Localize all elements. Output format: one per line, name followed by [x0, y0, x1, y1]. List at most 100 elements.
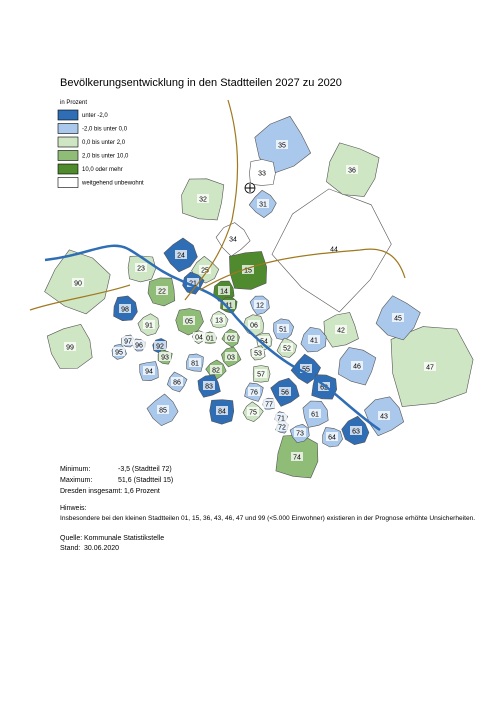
- district-label: 23: [137, 266, 145, 273]
- district-label: 63: [352, 429, 360, 436]
- district-label-box: [263, 399, 275, 408]
- district-label-box: [187, 278, 199, 287]
- district-label: 06: [250, 323, 258, 330]
- district-label-box: [309, 409, 321, 418]
- district-label-box: [193, 332, 205, 341]
- district-label: 47: [426, 365, 434, 372]
- district-label: 52: [283, 346, 291, 353]
- legend: unter -2,0 -2,0 bis unter 0,0 0,0 bis unte…: [57, 109, 144, 188]
- district-label: 25: [201, 268, 209, 275]
- district-label-box: [135, 263, 147, 272]
- district-label: 56: [281, 390, 289, 397]
- district-label-box: [279, 387, 291, 396]
- district-label-box: [171, 377, 183, 386]
- district-label-box: [256, 168, 268, 177]
- district-label: 96: [135, 343, 143, 350]
- district-label: 72: [278, 425, 286, 432]
- district-label-box: [392, 313, 404, 322]
- unit: in Prozent: [60, 100, 87, 106]
- district-label-box: [216, 406, 228, 415]
- district-label: 11: [225, 303, 232, 310]
- district-label: 90: [74, 281, 82, 288]
- district-label: 84: [218, 409, 226, 416]
- district-label-box: [122, 336, 134, 345]
- legend-swatch: [57, 177, 79, 188]
- district-label-box: [276, 140, 288, 149]
- legend-swatch: [57, 109, 79, 121]
- legend-label: -2,0 bis unter 0,0: [82, 127, 128, 133]
- texts: Minimum: -3,5 (Stadtteil 72) Maximum: 51…: [60, 466, 475, 552]
- district-label-box: [199, 265, 211, 274]
- district-label-box: [255, 369, 267, 378]
- district-label: 32: [199, 197, 207, 204]
- district-label-box: [227, 234, 239, 243]
- district-label: 62: [320, 385, 328, 392]
- district-label-box: [308, 335, 320, 344]
- district-label: 12: [256, 303, 264, 310]
- district-label-box: [157, 405, 169, 414]
- district-label: 55: [302, 367, 310, 374]
- date-label: Stand:: [60, 545, 80, 552]
- district-label: 92: [156, 344, 164, 351]
- district-label: 98: [121, 307, 129, 314]
- district-label: 64: [328, 435, 336, 442]
- source-label: Quelle:: [60, 535, 82, 542]
- district-label-box: [113, 347, 125, 356]
- district-label-box: [281, 343, 293, 352]
- airport-icon: [244, 182, 256, 194]
- district-label-box: [258, 336, 270, 345]
- district-label: 44: [330, 247, 338, 254]
- district-label-box: [64, 342, 76, 351]
- stat-label: Maximum:: [60, 477, 92, 484]
- district-label-box: [291, 452, 303, 461]
- district-label: 14: [220, 289, 228, 296]
- district-label: 93: [161, 355, 169, 362]
- district-label-box: [189, 358, 201, 367]
- district-label: 91: [145, 323, 153, 330]
- district-label: 03: [227, 355, 235, 362]
- district-label: 95: [115, 350, 123, 357]
- district-label-box: [159, 352, 171, 361]
- district-label-box: [294, 428, 306, 437]
- district-label: 13: [215, 318, 223, 325]
- district-label: 81: [191, 361, 199, 368]
- date-value: 30.06.2020: [84, 545, 119, 552]
- district-label-box: [213, 315, 225, 324]
- district-label: 51: [279, 327, 287, 334]
- district-label-box: [346, 165, 358, 174]
- district-label-box: [328, 244, 340, 253]
- district-label-box: [326, 432, 338, 441]
- district-label: 77: [265, 402, 273, 409]
- district-label: 94: [145, 369, 153, 376]
- district-label: 99: [66, 345, 74, 352]
- district-label-box: [119, 304, 131, 313]
- legend-swatch: [57, 136, 79, 148]
- district-label: 45: [394, 316, 402, 323]
- district-label-box: [248, 387, 260, 396]
- stat-label: Dresden insgesamt:: [60, 488, 122, 495]
- legend-label: weitgehend unbewohnt: [81, 181, 144, 187]
- district-label-box: [154, 341, 166, 350]
- district-label-box: [276, 422, 288, 431]
- district-label-box: [247, 407, 259, 416]
- district-label-box: [218, 286, 230, 295]
- legend-label: 0,0 bis unter 2,0: [82, 140, 126, 146]
- district-label: 04: [195, 335, 203, 342]
- district-label-box: [143, 320, 155, 329]
- district-label: 33: [258, 171, 266, 178]
- note-title: Hinweis:: [60, 505, 87, 512]
- district-label-box: [183, 316, 195, 325]
- district-label-box: [300, 364, 312, 373]
- district-label: 24: [177, 253, 185, 260]
- district-label-box: [277, 324, 289, 333]
- source-value: Kommunale Statistikstelle: [84, 535, 164, 542]
- district-label: 31: [259, 202, 267, 209]
- stat-label: Minimum:: [60, 466, 90, 473]
- district-label: 82: [212, 368, 220, 375]
- district-label-box: [254, 300, 266, 309]
- district-label-box: [175, 250, 187, 259]
- district-label: 86: [173, 380, 181, 387]
- legend-swatch: [57, 123, 79, 134]
- district-label-box: [378, 411, 390, 420]
- district-label-box: [252, 348, 264, 357]
